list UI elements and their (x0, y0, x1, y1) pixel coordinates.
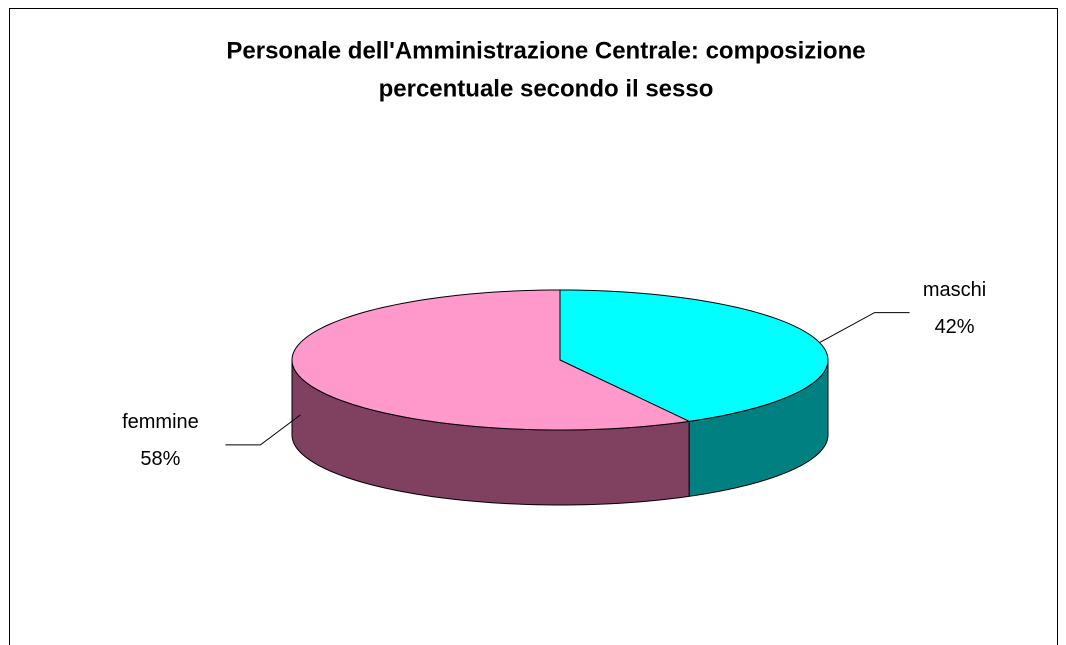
data-label-value: 42% (935, 316, 975, 338)
chart-subtitle: percentuale secondo il sesso (379, 75, 714, 102)
data-label-category: maschi (923, 279, 986, 301)
leader-line (819, 312, 910, 344)
chart-title: Personale dell'Amministrazione Centrale:… (226, 37, 865, 64)
data-label-value: 58% (140, 448, 180, 470)
leader-line (225, 414, 301, 446)
data-label-category: femmine (122, 411, 199, 433)
chart-frame (9, 8, 1058, 645)
slice (291, 289, 691, 431)
